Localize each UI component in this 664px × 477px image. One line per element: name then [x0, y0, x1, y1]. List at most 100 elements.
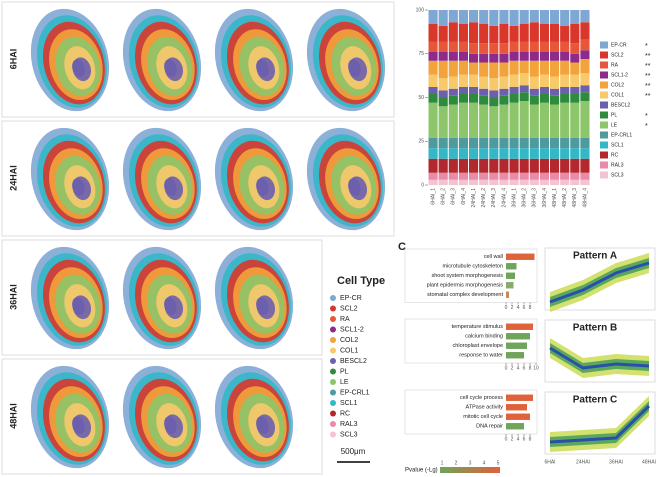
legend-swatch: [330, 390, 336, 396]
bar-segment: [479, 54, 488, 63]
legend-label: RC: [340, 410, 350, 417]
bar-segment: [479, 96, 488, 105]
bar-segment: [459, 148, 468, 159]
bar-segment: [489, 78, 498, 90]
bar-segment: [459, 173, 468, 180]
legend-swatch: [600, 112, 608, 119]
bar-segment: [469, 54, 478, 63]
bar-segment: [560, 94, 569, 103]
bar-segment: [449, 61, 458, 77]
bar-segment: [560, 87, 569, 94]
bar-segment: [580, 85, 589, 92]
bar-segment: [570, 159, 579, 173]
legend-label: SCL1-2: [340, 326, 364, 333]
bar: [506, 395, 533, 401]
bar-segment: [489, 10, 498, 26]
legend-swatch: [600, 72, 608, 79]
bar-segment: [469, 87, 478, 94]
bar-segment: [429, 24, 438, 42]
bar-segment: [570, 63, 579, 75]
bar-segment: [530, 138, 539, 149]
bar-segment: [550, 173, 559, 180]
category-label: stomatal complex development: [427, 292, 503, 298]
x-tick-label: 36HAI_2: [522, 188, 528, 208]
x-tick-label: 8: [529, 365, 532, 371]
bar-segment: [550, 10, 559, 24]
bar-segment: [439, 42, 448, 53]
x-tick-label: 6HAI_1: [430, 188, 436, 205]
bar-segment: [449, 96, 458, 105]
bar-segment: [449, 148, 458, 159]
bar-segment: [560, 159, 569, 173]
legend-label: LE: [611, 122, 618, 128]
bar-segment: [429, 52, 438, 61]
bar-segment: [449, 10, 458, 22]
bar-segment: [540, 148, 549, 159]
x-tick-label: 0: [505, 365, 508, 371]
bar-segment: [570, 24, 579, 43]
pattern-title: Pattern B: [573, 323, 617, 334]
bar-segment: [479, 138, 488, 149]
bar-segment: [530, 159, 539, 173]
bar-segment: [479, 63, 488, 77]
bar-segment: [570, 138, 579, 149]
bar-segment: [459, 10, 468, 24]
category-label: DNA repair: [476, 424, 503, 430]
bar: [506, 343, 527, 349]
bar-segment: [580, 101, 589, 138]
legend-swatch: [600, 152, 608, 159]
bar-segment: [550, 105, 559, 138]
bar-segment: [479, 43, 488, 54]
bar-segment: [439, 148, 448, 159]
bar-segment: [479, 180, 488, 185]
bar: [506, 404, 527, 410]
bar-segment: [459, 103, 468, 138]
bar-segment: [469, 63, 478, 75]
bar-segment: [530, 22, 539, 41]
bar-segment: [540, 10, 549, 24]
bar-segment: [520, 42, 529, 53]
legend-swatch: [600, 82, 608, 89]
legend-label: COL2: [611, 82, 624, 88]
bar-segment: [499, 180, 508, 185]
legend-label: PL: [340, 368, 349, 375]
legend-swatch: [600, 62, 608, 69]
legend-swatch: [330, 348, 336, 354]
bar-segment: [439, 10, 448, 26]
bar-segment: [429, 94, 438, 103]
bar-segment: [530, 61, 539, 77]
bar-segment: [540, 42, 549, 53]
legend-label: SCL2: [340, 305, 358, 312]
bar-segment: [429, 173, 438, 180]
bar-segment: [520, 148, 529, 159]
bar-segment: [510, 61, 519, 75]
bar: [506, 352, 524, 358]
category-label: ATPase activity: [466, 405, 504, 411]
bar-segment: [499, 43, 508, 54]
x-tick-label: 8: [529, 436, 532, 442]
bar-segment: [560, 138, 569, 149]
bar-segment: [520, 10, 529, 24]
colorbar-tick: 3: [469, 460, 472, 466]
bar-segment: [429, 42, 438, 53]
bar-segment: [510, 26, 519, 42]
bar-segment: [510, 180, 519, 185]
bar-segment: [580, 22, 589, 40]
row-label: 36HAI: [8, 284, 18, 310]
bar-segment: [459, 159, 468, 173]
bar-segment: [520, 73, 529, 85]
x-tick-label: 36HAI_4: [542, 188, 548, 208]
bar-segment: [459, 52, 468, 61]
legend-swatch: [330, 316, 336, 322]
bar-segment: [540, 180, 549, 185]
legend-swatch: [600, 122, 608, 129]
legend-label: RAL3: [340, 421, 358, 428]
bar-segment: [530, 180, 539, 185]
bar-segment: [530, 89, 539, 96]
bar-segment: [510, 42, 519, 53]
bar-segment: [479, 159, 488, 173]
bar-segment: [469, 94, 478, 103]
bar-segment: [479, 89, 488, 96]
bar-segment: [570, 103, 579, 138]
bar-segment: [459, 61, 468, 75]
